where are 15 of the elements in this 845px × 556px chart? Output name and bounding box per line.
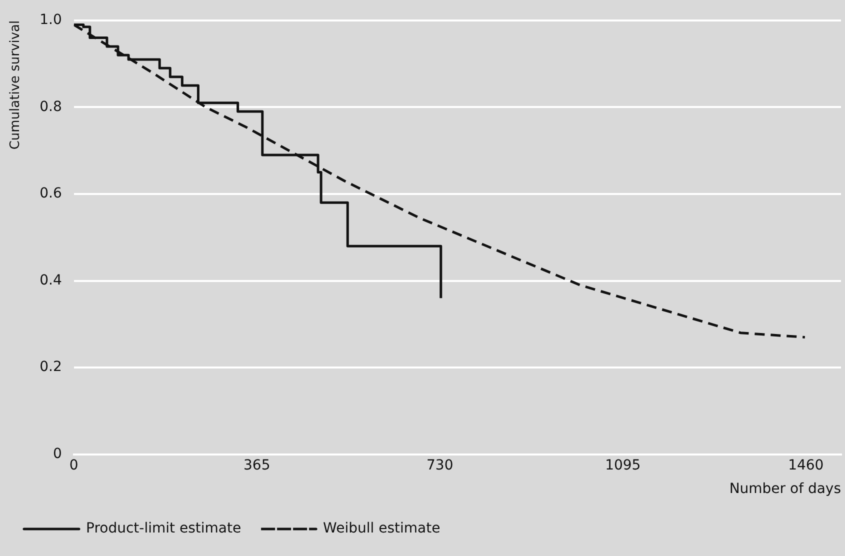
y-tick-label: 0.8 <box>40 98 62 115</box>
x-tick-label: 1095 <box>605 457 641 474</box>
y-tick-label: 0.4 <box>40 272 62 288</box>
x-tick-label: 365 <box>244 457 270 474</box>
y-tick-label: 0.2 <box>40 359 62 376</box>
x-tick-label: 0 <box>69 457 78 474</box>
legend-label: Product-limit estimate <box>86 520 242 537</box>
y-tick-label: 1.0 <box>40 12 62 28</box>
y-axis-title: Cumulative survival <box>8 20 24 150</box>
x-axis-title: Number of days <box>729 481 841 498</box>
legend-label: Weibull estimate <box>323 520 440 537</box>
y-tick-label: 0.6 <box>40 186 62 202</box>
y-tick-label: 0 <box>52 446 62 462</box>
x-tick-label: 1460 <box>788 457 824 474</box>
x-tick-label: 730 <box>426 457 454 474</box>
